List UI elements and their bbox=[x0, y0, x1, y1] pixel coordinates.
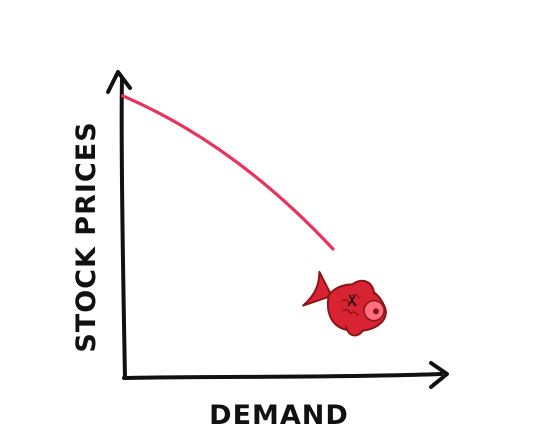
fish-eye bbox=[373, 308, 380, 315]
fish-tail bbox=[302, 270, 333, 307]
y-axis-label: STOCK PRICES bbox=[71, 121, 102, 352]
y-axis-arrow bbox=[106, 70, 132, 94]
fish-icon bbox=[302, 270, 387, 337]
fish-bottom-fin bbox=[345, 325, 365, 337]
fish-face-mark bbox=[347, 294, 356, 307]
x-axis-label: DEMAND bbox=[209, 400, 349, 431]
x-axis-arrow bbox=[429, 361, 449, 389]
fish-top-fin bbox=[351, 279, 375, 295]
axes bbox=[106, 70, 449, 389]
x-axis-line bbox=[122, 372, 443, 380]
series-line bbox=[121, 94, 335, 251]
series-point bbox=[121, 94, 125, 98]
y-axis-line bbox=[119, 76, 127, 380]
plot-area bbox=[121, 94, 335, 251]
